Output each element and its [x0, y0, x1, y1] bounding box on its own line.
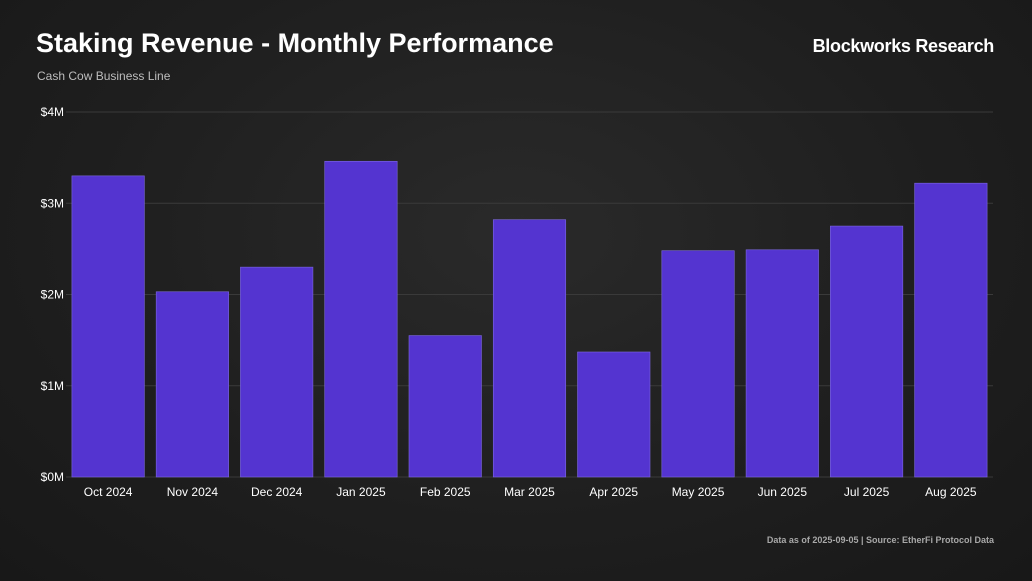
y-axis-tick-labels: $0M $1M $2M $3M $4M: [41, 105, 64, 484]
x-category-label: Jun 2025: [758, 485, 808, 499]
x-category-label: Mar 2025: [504, 485, 555, 499]
x-category-label: May 2025: [672, 485, 725, 499]
x-category-label: Jul 2025: [844, 485, 890, 499]
bar: [492, 219, 567, 478]
bar: [914, 182, 988, 478]
bars: [71, 160, 988, 478]
x-category-label: Feb 2025: [420, 485, 471, 499]
x-category-label: Apr 2025: [589, 485, 638, 499]
x-category-label: Nov 2024: [167, 485, 219, 499]
x-axis-category-labels: Oct 2024 Nov 2024 Dec 2024 Jan 2025 Feb 2025…: [84, 485, 977, 499]
bar: [577, 351, 651, 478]
y-tick-label: $0M: [41, 470, 64, 484]
x-category-label: Oct 2024: [84, 485, 133, 499]
x-category-label: Dec 2024: [251, 485, 303, 499]
bar: [324, 160, 398, 478]
bar: [240, 266, 314, 478]
chart-title: Staking Revenue - Monthly Performance: [36, 28, 554, 58]
bar: [661, 250, 735, 478]
x-category-label: Aug 2025: [925, 485, 977, 499]
bar: [408, 335, 482, 478]
y-tick-label: $4M: [41, 105, 64, 119]
x-category-label: Jan 2025: [336, 485, 386, 499]
source-footnote: Data as of 2025-09-05 | Source: EtherFi …: [766, 535, 994, 545]
y-tick-label: $3M: [41, 196, 64, 210]
bar: [745, 249, 819, 478]
bar: [155, 291, 229, 478]
bar: [830, 225, 904, 478]
y-tick-label: $1M: [41, 379, 64, 393]
y-tick-label: $2M: [41, 288, 64, 302]
brand-logo-text: Blockworks Research: [812, 36, 995, 56]
chart-subtitle: Cash Cow Business Line: [37, 69, 171, 83]
bar: [71, 175, 145, 478]
